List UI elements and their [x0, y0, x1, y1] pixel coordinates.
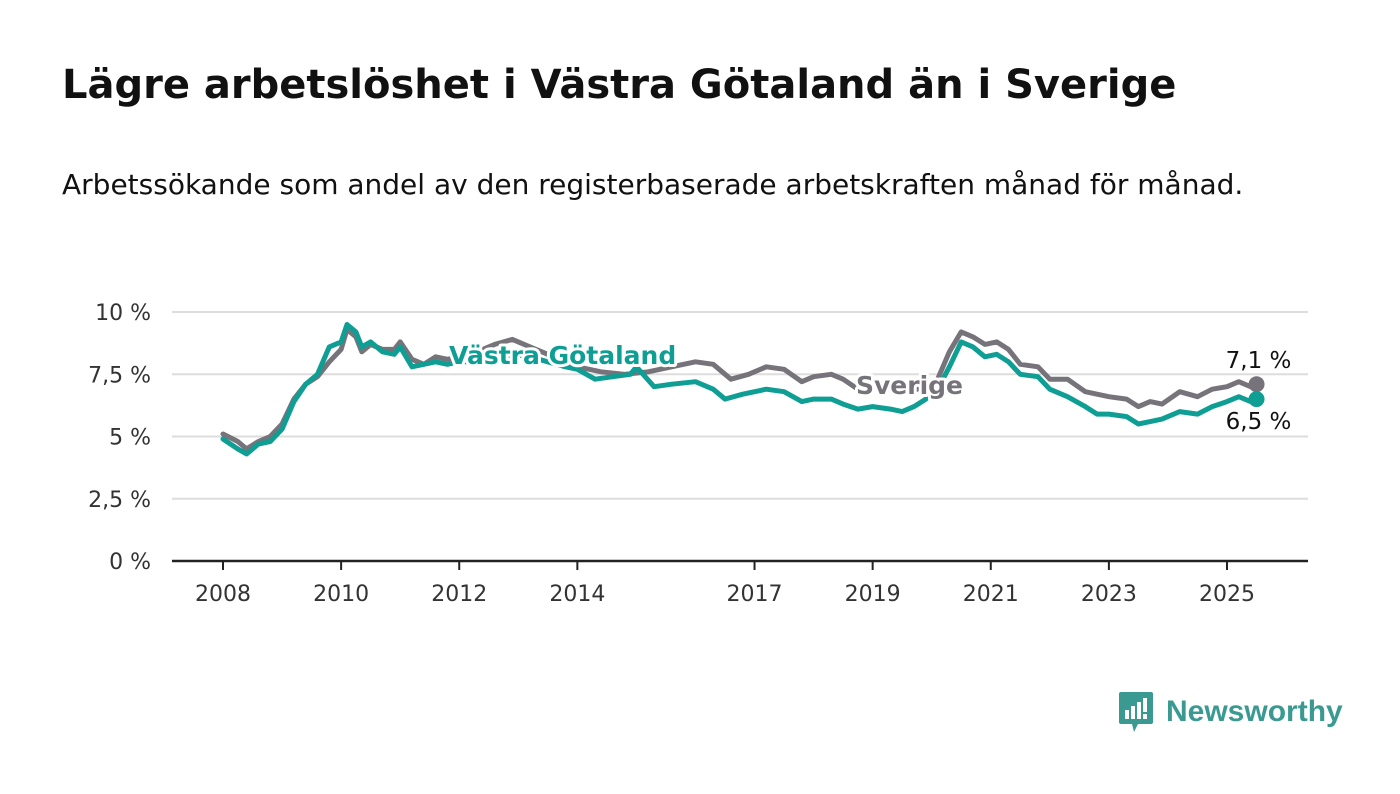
x-tick-label: 2017 [727, 582, 783, 607]
end-value-label-sverige: 7,1 % [1226, 348, 1292, 374]
y-tick-label: 10 % [95, 301, 151, 326]
chart-subtitle: Arbetssökande som andel av den registerb… [62, 168, 1244, 201]
x-tick-label: 2025 [1199, 582, 1255, 607]
x-tick-label: 2021 [963, 582, 1019, 607]
newsworthy-logo-icon [1119, 692, 1153, 732]
y-tick-label: 7,5 % [88, 363, 151, 388]
brand-name: Newsworthy [1166, 695, 1343, 728]
brand-logo: Newsworthy [1118, 690, 1343, 734]
series-label-vastra-gotaland: Västra Götaland [449, 341, 676, 370]
y-tick-label: 0 % [109, 550, 151, 575]
series-end-point [1248, 391, 1265, 408]
x-tick-label: 2008 [195, 582, 251, 607]
x-tick-label: 2023 [1081, 582, 1137, 607]
series-lines [220, 322, 1265, 457]
series-label-sverige: Sverige [856, 371, 963, 400]
x-tick-label: 2010 [313, 582, 369, 607]
x-tick-label: 2012 [431, 582, 487, 607]
y-tick-label: 5 % [109, 426, 151, 451]
axes: 0 % 2,5 % 5 % 7,5 % 10 % 2008 2010 2012 2014 2017… [88, 301, 1308, 607]
labels: Sverige Västra Götaland 7,1 % 6,5 % [446, 338, 1294, 438]
series-end-point [1248, 376, 1265, 393]
series-line-vastra-gotaland [220, 322, 1259, 457]
x-tick-label: 2014 [549, 582, 605, 607]
end-value-label-vastra-gotaland: 6,5 % [1226, 409, 1292, 435]
x-tick-label: 2019 [845, 582, 901, 607]
y-tick-label: 2,5 % [88, 488, 151, 513]
chart-title: Lägre arbetslöshet i Västra Götaland än … [62, 62, 1177, 108]
